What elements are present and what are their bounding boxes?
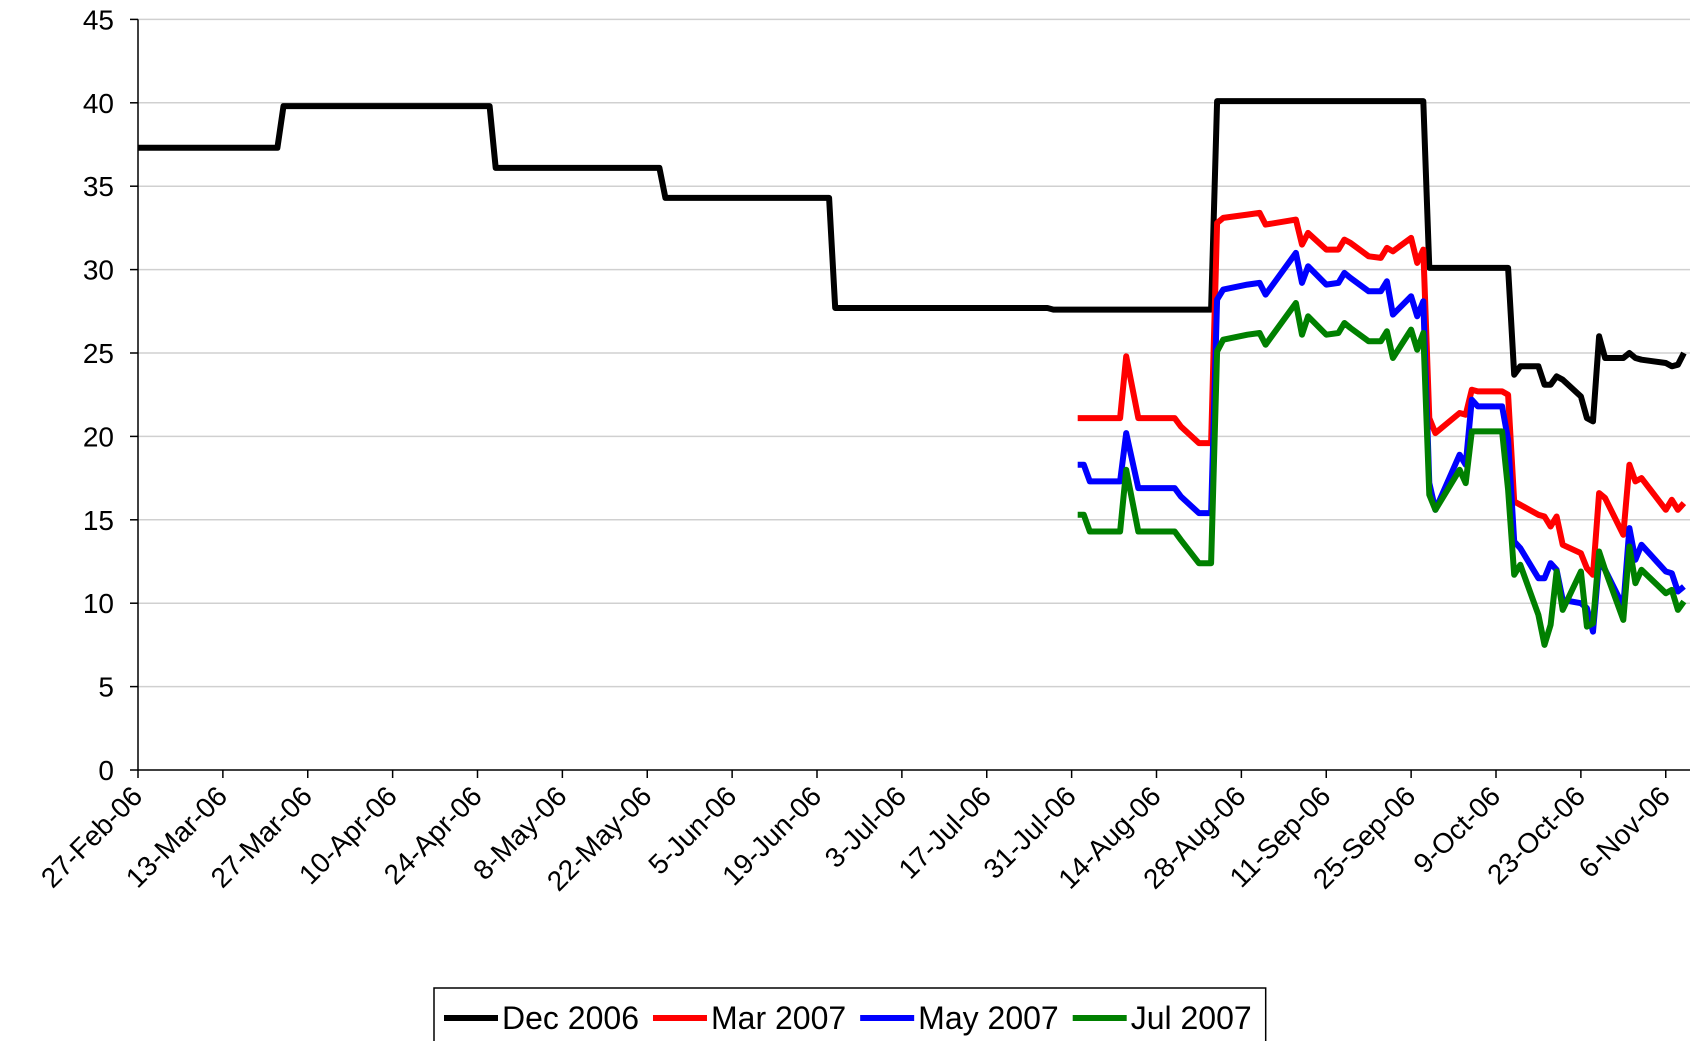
x-tick-label: 6-Nov-06 xyxy=(1573,780,1676,883)
y-tick-label: 15 xyxy=(83,505,114,536)
legend-label: Dec 2006 xyxy=(502,1000,639,1036)
legend: Dec 2006 Mar 2007 May 2007 Jul 2007 xyxy=(433,987,1267,1041)
y-tick-label: 35 xyxy=(83,171,114,202)
y-tick-label: 40 xyxy=(83,88,114,119)
y-tick-label: 5 xyxy=(98,672,114,703)
legend-label: May 2007 xyxy=(918,1000,1059,1036)
y-tick-label: 0 xyxy=(98,755,114,786)
series-line xyxy=(1077,300,1687,648)
y-tick-label: 10 xyxy=(83,588,114,619)
y-tick-label: 25 xyxy=(83,338,114,369)
y-tick-label: 30 xyxy=(83,255,114,286)
legend-label: Mar 2007 xyxy=(711,1000,846,1036)
legend-label: Jul 2007 xyxy=(1131,1000,1252,1036)
series-line xyxy=(138,98,1687,425)
x-tick-label: 17-Jul-06 xyxy=(893,780,997,884)
legend-box xyxy=(433,987,1267,1041)
y-tick-label: 20 xyxy=(83,421,114,452)
y-tick-label: 45 xyxy=(83,4,114,35)
